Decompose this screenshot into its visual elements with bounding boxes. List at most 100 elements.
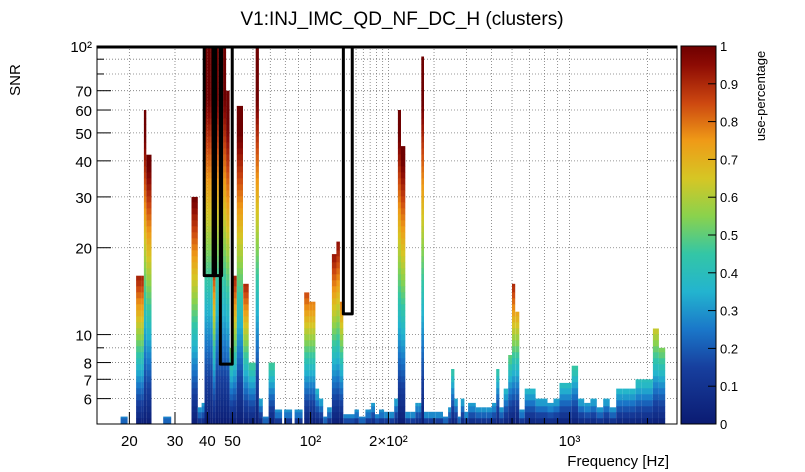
heatmap-bin xyxy=(418,412,422,419)
heatmap-bin xyxy=(339,418,344,425)
heatmap-bin xyxy=(236,346,243,353)
heatmap-bin xyxy=(541,412,548,419)
heatmap-bin xyxy=(309,346,313,353)
heatmap-bin xyxy=(146,292,152,299)
heatmap-bin xyxy=(503,388,509,395)
heatmap-bin xyxy=(421,274,424,281)
heatmap-bin xyxy=(233,370,237,377)
heatmap-bin xyxy=(143,328,147,335)
heatmap-bin xyxy=(262,418,269,425)
heatmap-bin xyxy=(652,358,659,365)
heatmap-bin xyxy=(658,376,666,383)
heatmap-bin xyxy=(515,418,520,425)
heatmap-bin xyxy=(143,238,147,245)
heatmap-bin xyxy=(515,346,520,353)
heatmap-bin xyxy=(471,418,476,425)
heatmap-bin xyxy=(191,334,198,341)
heatmap-bin xyxy=(212,400,216,407)
heatmap-bin xyxy=(400,334,406,341)
heatmap-bin xyxy=(223,274,227,281)
heatmap-bin xyxy=(236,370,243,377)
heatmap-bin xyxy=(418,418,422,425)
heatmap-bin xyxy=(331,298,337,305)
heatmap-bin xyxy=(236,412,243,419)
heatmap-bin xyxy=(421,286,424,293)
heatmap-bin xyxy=(323,418,328,425)
heatmap-bin xyxy=(233,280,237,287)
heatmap-bin xyxy=(535,406,542,413)
heatmap-bin xyxy=(210,46,213,53)
heatmap-bin xyxy=(394,398,398,401)
heatmap-bin xyxy=(421,364,424,371)
heatmap-bin xyxy=(204,160,208,167)
heatmap-bin xyxy=(451,376,455,383)
heatmap-bin xyxy=(565,406,572,413)
heatmap-bin xyxy=(421,256,424,263)
heatmap-bin xyxy=(204,214,208,221)
heatmap-bin xyxy=(143,406,147,413)
heatmap-bin xyxy=(141,364,144,371)
heatmap-bin xyxy=(212,376,216,383)
heatmap-bin xyxy=(652,388,659,395)
colorbar-tick-label: 0.4 xyxy=(720,266,738,281)
heatmap-bin xyxy=(210,262,213,269)
heatmap-bin xyxy=(590,406,597,413)
heatmap-bin xyxy=(496,388,500,395)
heatmap-bin xyxy=(220,400,224,407)
heatmap-bin xyxy=(400,220,406,227)
heatmap-bin xyxy=(400,394,406,401)
heatmap-bin xyxy=(451,369,455,371)
heatmap-bin xyxy=(212,346,216,353)
heatmap-bin xyxy=(578,418,585,425)
heatmap-bin xyxy=(255,376,259,383)
heatmap-bin xyxy=(331,376,337,383)
heatmap-bin xyxy=(468,406,472,413)
heatmap-bin xyxy=(204,358,208,365)
heatmap-bin xyxy=(218,370,221,377)
heatmap-bin xyxy=(226,400,230,407)
heatmap-bin xyxy=(515,370,520,377)
heatmap-bin xyxy=(226,328,230,335)
heatmap-bin xyxy=(421,214,424,221)
heatmap-bin xyxy=(252,362,256,365)
heatmap-bin xyxy=(226,238,230,245)
heatmap-bin xyxy=(397,124,401,131)
heatmap-bin xyxy=(304,310,310,317)
heatmap-bin xyxy=(210,358,213,365)
heatmap-bin xyxy=(201,406,205,413)
heatmap-bin xyxy=(143,418,147,425)
heatmap-bin xyxy=(400,352,406,359)
heatmap-bin xyxy=(143,190,147,197)
heatmap-bin xyxy=(143,112,147,119)
heatmap-bin xyxy=(468,402,472,407)
x-tick-label: 10² xyxy=(300,433,322,450)
heatmap-bin xyxy=(397,238,401,245)
heatmap-bin xyxy=(236,388,243,395)
heatmap-bin xyxy=(339,310,344,317)
heatmap-bin xyxy=(210,388,213,395)
heatmap-bin xyxy=(658,364,666,371)
heatmap-bin xyxy=(336,304,340,311)
heatmap-bin xyxy=(204,190,208,197)
heatmap-bin xyxy=(146,394,152,401)
heatmap-bin xyxy=(400,358,406,365)
heatmap-bin xyxy=(339,352,344,359)
heatmap-bin xyxy=(210,352,213,359)
heatmap-bin xyxy=(336,250,340,257)
heatmap-bin xyxy=(236,190,243,197)
heatmap-bin xyxy=(223,148,227,155)
heatmap-bin xyxy=(223,58,227,65)
heatmap-bin xyxy=(312,334,316,341)
heatmap-bin xyxy=(457,418,461,425)
heatmap-bin xyxy=(236,328,243,335)
heatmap-bin xyxy=(268,376,275,383)
heatmap-bin xyxy=(226,322,230,329)
heatmap-bin xyxy=(331,418,337,425)
heatmap-bin xyxy=(210,112,213,119)
heatmap-bin xyxy=(255,238,259,245)
heatmap-bin xyxy=(327,418,332,425)
heatmap-bin xyxy=(243,418,249,425)
heatmap-bin xyxy=(400,346,406,353)
heatmap-bin xyxy=(405,411,411,413)
heatmap-bin xyxy=(339,388,344,395)
